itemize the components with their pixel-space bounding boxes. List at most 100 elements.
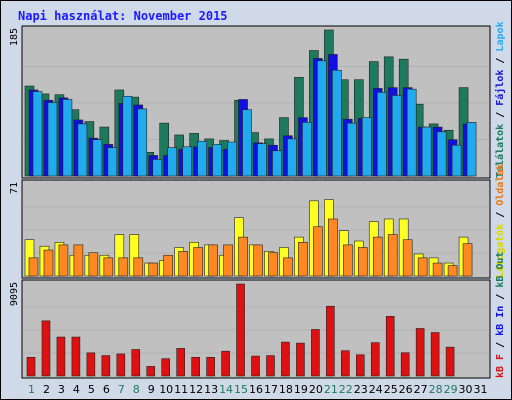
x-tick-label: 23 [354, 383, 368, 396]
middle-bar-oldalak [238, 236, 248, 277]
x-tick-label: 24 [369, 383, 383, 396]
top-bar-lapok [197, 140, 207, 177]
bottom-panel: 9095 kB F / kB In / kB Out [9, 252, 506, 379]
x-tick-label: 31 [474, 383, 488, 396]
x-tick-label: 6 [103, 383, 110, 396]
x-tick-label: 1 [28, 383, 35, 396]
top-bar-lapok [137, 108, 148, 177]
middle-bar-oldalak [432, 262, 443, 277]
top-legend: Találatok / Fájlok / Lapok [494, 21, 506, 178]
bottom-bar-kb-f [176, 348, 185, 377]
top-bar-lapok [391, 95, 402, 177]
legend-label-talalatok: Találatok [494, 124, 506, 178]
bottom-bar-kb-f [236, 283, 245, 377]
top-bar-lapok [287, 138, 297, 177]
middle-bar-oldalak [402, 239, 413, 277]
bottom-bar-kb-f [41, 320, 51, 377]
top-bar-lapok [242, 109, 252, 177]
middle-ymax-label: 71 [9, 182, 20, 194]
middle-bar-oldalak [43, 249, 54, 277]
top-bar-lapok [257, 143, 267, 177]
middle-bar-oldalak [417, 257, 428, 277]
x-tick-label: 30 [459, 383, 473, 396]
x-tick-label: 11 [174, 383, 188, 396]
bottom-bar-kb-f [101, 355, 111, 377]
x-tick-label: 29 [444, 383, 458, 396]
x-tick-label: 26 [399, 383, 413, 396]
bottom-bar-kb-f [326, 305, 335, 377]
x-tick-label: 7 [118, 383, 125, 396]
x-tick-label: 10 [159, 383, 173, 396]
middle-bar-oldalak [328, 218, 338, 277]
top-bar-lapok [436, 131, 447, 177]
middle-bar-oldalak [133, 257, 144, 277]
top-panel: 185 Találatok / Fájlok / Lapok [9, 21, 506, 179]
top-bar-lapok [347, 122, 357, 177]
bottom-bar-kb-f [131, 349, 141, 377]
middle-bar-oldalak [313, 226, 323, 277]
middle-bar-oldalak [357, 247, 368, 277]
middle-bar-oldalak [118, 257, 129, 277]
bottom-bar-kb-f [221, 350, 230, 377]
bottom-bar-kb-f [191, 356, 200, 377]
bottom-bar-kb-f [161, 358, 171, 377]
legend-separator: / [495, 106, 506, 124]
middle-bar-oldalak [253, 244, 263, 277]
x-tick-label: 22 [339, 383, 353, 396]
middle-bar-oldalak [298, 242, 308, 277]
legend-label-kb-out: kB Out [495, 252, 506, 288]
middle-bar-oldalak [372, 236, 383, 277]
top-bar-lapok [272, 150, 282, 177]
x-tick-label: 12 [189, 383, 203, 396]
bottom-legend: kB F / kB In / kB Out [495, 252, 506, 378]
x-axis-labels: 1 2 3 4 5 6 7 8 9 10 11 12 13 14 15 16 17 18 19 20 21 22 23 24 2… [28, 383, 488, 396]
x-tick-label: 17 [264, 383, 278, 396]
legend-separator: / [495, 288, 506, 306]
top-bar-lapok [302, 122, 312, 177]
middle-bar-oldalak [58, 244, 69, 277]
top-ymax-label: 185 [9, 28, 20, 46]
legend-label-oldalak: Oldalak [495, 164, 506, 206]
middle-bar-oldalak [163, 254, 174, 277]
bottom-bar-kb-f [71, 336, 81, 377]
top-bar-lapok [466, 122, 477, 177]
x-tick-label: 14 [219, 383, 233, 396]
bottom-bar-kb-f [266, 355, 275, 377]
x-tick-label: 16 [249, 383, 263, 396]
top-bar-lapok [317, 60, 327, 177]
middle-series-oldalak [28, 218, 473, 277]
top-bar-lapok [92, 139, 103, 177]
top-bar-lapok [212, 144, 222, 177]
top-bar-lapok [152, 159, 163, 177]
bottom-bar-kb-f [146, 366, 156, 377]
bottom-bar-kb-f [206, 356, 215, 377]
middle-bar-oldalak [343, 244, 353, 277]
top-bar-lapok [107, 147, 118, 177]
top-bar-lapok [406, 88, 417, 177]
legend-label-kb-in: kB In [495, 306, 506, 336]
bottom-bar-kb-f [385, 316, 395, 377]
bottom-bar-kb-f [116, 353, 126, 377]
legend-label-lapok: Lapok [495, 21, 506, 51]
top-bar-lapok [376, 92, 387, 177]
top-bar-lapok [182, 146, 192, 177]
middle-bar-oldalak [88, 252, 99, 277]
middle-bar-oldalak [148, 262, 159, 277]
bottom-bar-kb-f [26, 356, 36, 377]
middle-panel: 71 Látogatók / Oldalak [9, 164, 506, 279]
middle-bar-oldalak [387, 234, 398, 277]
middle-bar-oldalak [447, 265, 458, 277]
middle-bar-oldalak [28, 257, 39, 277]
top-bar-lapok [47, 102, 58, 177]
top-bar-lapok [122, 95, 133, 177]
bottom-bar-kb-f [311, 329, 320, 377]
x-tick-label: 9 [148, 383, 155, 396]
x-tick-label: 8 [133, 383, 140, 396]
legend-separator: / [495, 206, 506, 224]
top-bar-lapok [32, 91, 43, 177]
middle-legend: Látogatók / Oldalak [494, 164, 506, 278]
bottom-bar-kb-f [355, 354, 365, 377]
bottom-bar-kb-f [370, 342, 380, 377]
bottom-bar-kb-f [86, 352, 96, 377]
middle-bar-oldalak [208, 244, 218, 277]
